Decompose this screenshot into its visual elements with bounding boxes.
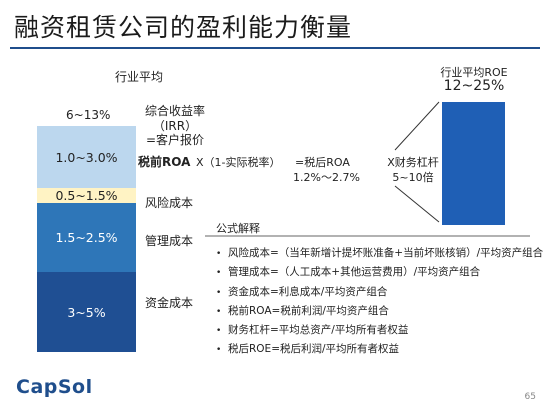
industry-average-label: 行业平均 (115, 70, 164, 84)
segment-management-cost-label: 1.5~2.5% (55, 230, 118, 245)
connector-line-bottom (394, 185, 440, 223)
list-item: • 税前ROA=税前利润/平均资产组合 (216, 302, 543, 321)
segment-pretax-roa: 1.0~3.0% (37, 126, 136, 188)
connector-line-top (394, 101, 440, 151)
segment-capital-cost: 3~5% (37, 272, 136, 352)
list-item: • 税后ROE=税后利润/平均所有者权益 (216, 340, 543, 359)
aftertax-roa-range: 1.2%～2.7% (293, 171, 360, 184)
capsol-logo: CapSol (16, 376, 93, 398)
bullet-icon: • (216, 287, 222, 298)
bullet-icon: • (216, 268, 222, 279)
list-item: • 财务杠杆=平均总资产/平均所有者权益 (216, 321, 543, 340)
management-cost-label: 管理成本 (145, 234, 194, 248)
leverage-label: X财务杠杆 (387, 156, 439, 169)
aftertax-roa-label: =税后ROA (295, 156, 350, 169)
list-item: • 管理成本=（人工成本+其他运营费用）/平均资产组合 (216, 263, 543, 282)
capital-cost-label: 资金成本 (145, 296, 194, 310)
list-item: • 资金成本=利息成本/平均资产组合 (216, 283, 543, 302)
formula-text: 财务杠杆=平均总资产/平均所有者权益 (228, 324, 409, 337)
list-item: • 风险成本=（当年新增计提坏账准备+当前坏账核销）/平均资产组合 (216, 244, 543, 263)
irr-label-line3: =客户报价 (145, 133, 205, 147)
bullet-icon: • (216, 326, 222, 337)
formula-text: 管理成本=（人工成本+其他运营费用）/平均资产组合 (228, 266, 481, 279)
formula-text: 资金成本=利息成本/平均资产组合 (228, 285, 388, 298)
formula-title: 公式解释 (216, 222, 260, 235)
page-number: 65 (524, 392, 536, 402)
risk-cost-label: 风险成本 (145, 196, 194, 210)
formula-text: 税后ROE=税后利润/平均所有者权益 (228, 343, 400, 356)
formula-text: 风险成本=（当年新增计提坏账准备+当前坏账核销）/平均资产组合 (228, 247, 544, 259)
segment-capital-cost-label: 3~5% (67, 304, 106, 320)
formula-list: • 风险成本=（当年新增计提坏账准备+当前坏账核销）/平均资产组合 • 管理成本=（… (216, 244, 543, 360)
bullet-icon: • (216, 345, 222, 356)
total-range-label: 6~13% (66, 108, 111, 122)
tax-formula-label: X（1-实际税率） (196, 156, 281, 169)
title-divider (10, 47, 540, 49)
segment-risk-cost-label: 0.5~1.5% (55, 188, 118, 203)
roe-value: 12~25% (443, 78, 505, 94)
irr-label-line2: （IRR） (152, 119, 198, 133)
roe-label: 行业平均ROE (440, 66, 508, 79)
segment-management-cost: 1.5~2.5% (37, 203, 136, 272)
page-title: 融资租赁公司的盈利能力衡量 (14, 13, 353, 42)
segment-risk-cost: 0.5~1.5% (37, 188, 136, 203)
bullet-icon: • (216, 249, 222, 259)
pretax-roa-label: 税前ROA (138, 155, 191, 169)
formula-text: 税前ROA=税前利润/平均资产组合 (228, 304, 389, 317)
roe-bar (442, 102, 505, 225)
irr-label-line1: 综合收益率 (144, 104, 205, 118)
leverage-range: 5~10倍 (392, 171, 434, 184)
bullet-icon: • (216, 306, 222, 317)
segment-pretax-roa-label: 1.0~3.0% (55, 149, 118, 165)
